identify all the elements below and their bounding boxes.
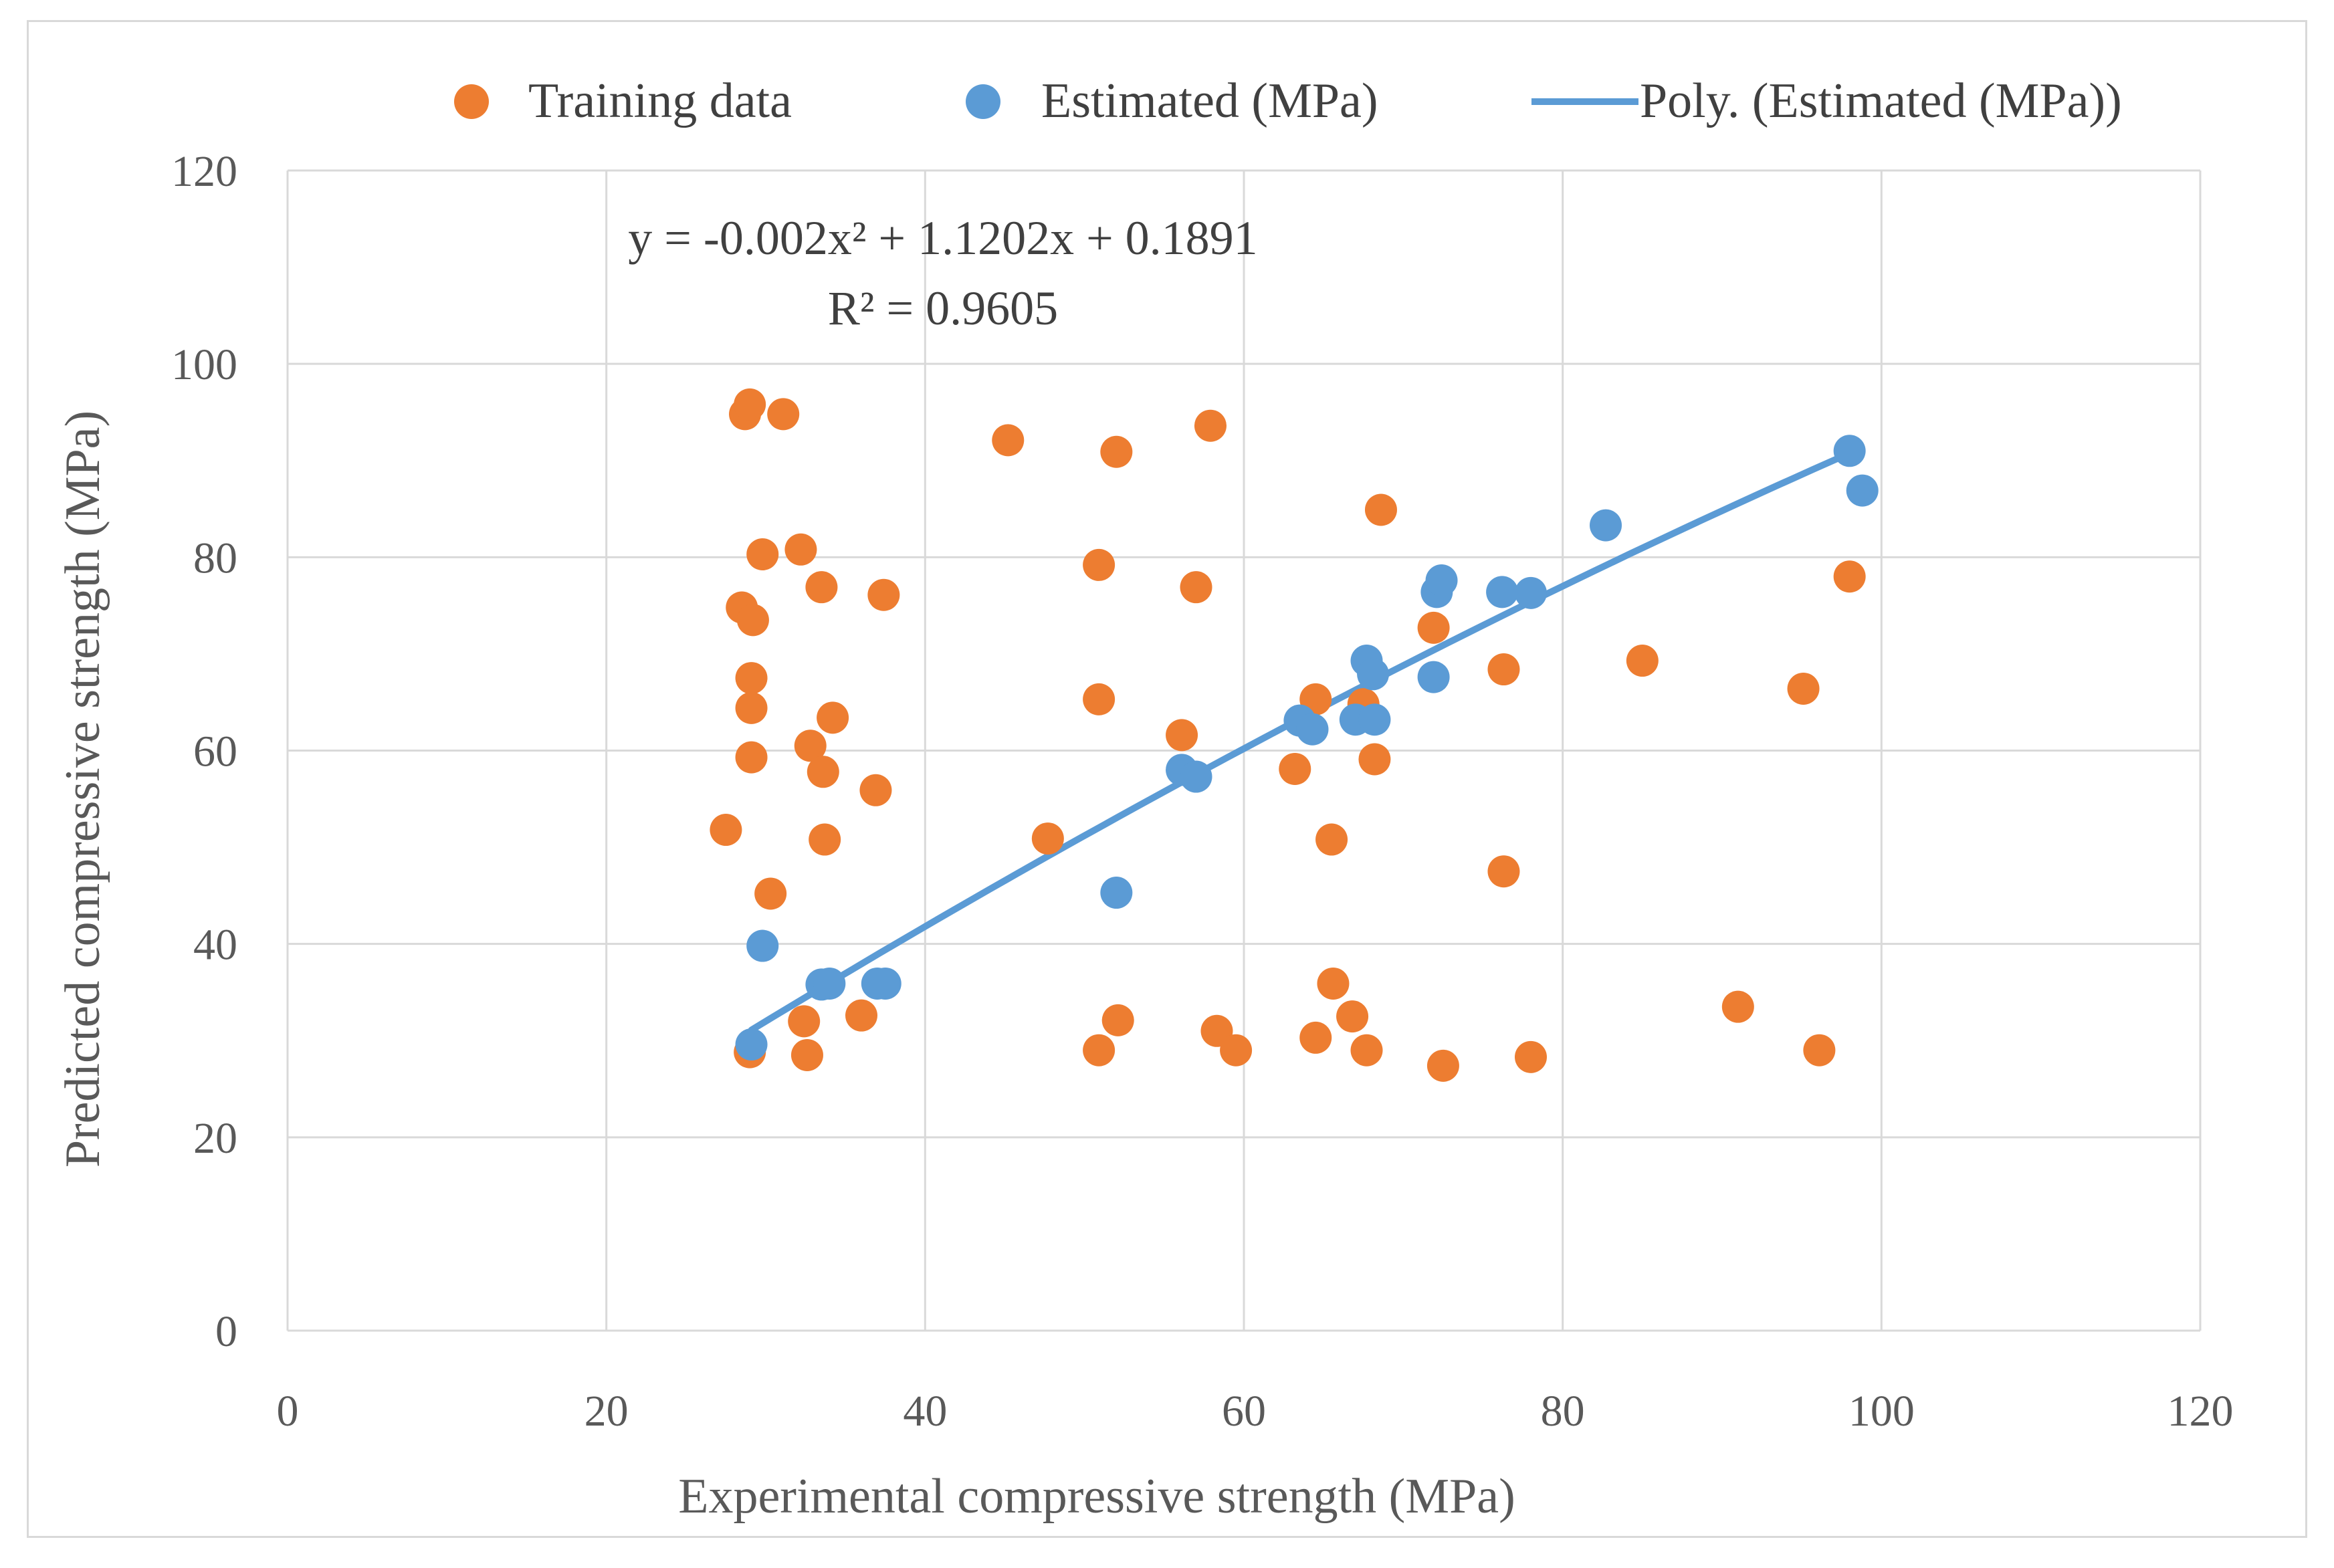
training-point xyxy=(1350,1034,1383,1067)
y-tick-label: 0 xyxy=(215,1307,237,1356)
training-point xyxy=(735,691,768,724)
training-point xyxy=(1417,611,1450,644)
estimated-point xyxy=(869,967,901,1000)
x-tick-labels: 0 20 40 60 80 100 120 xyxy=(277,1387,2234,1436)
training-point xyxy=(1083,1034,1116,1067)
training-point xyxy=(867,578,900,611)
training-point xyxy=(809,823,841,856)
y-tick-label: 80 xyxy=(193,534,237,582)
x-tick-label: 60 xyxy=(1222,1387,1266,1436)
training-point xyxy=(1166,719,1198,752)
training-point xyxy=(1299,1021,1332,1054)
legend-marker-training xyxy=(454,84,489,119)
trendline-r-squared: R² = 0.9605 xyxy=(828,282,1058,335)
training-point xyxy=(1336,1000,1369,1033)
estimated-point xyxy=(1180,760,1212,793)
training-point xyxy=(992,424,1025,457)
training-point xyxy=(1315,823,1348,856)
estimated-point xyxy=(1357,658,1390,691)
chart-frame xyxy=(27,20,2307,1538)
training-point xyxy=(794,730,827,762)
training-point xyxy=(767,398,800,431)
training-point xyxy=(735,741,768,774)
x-axis-title: Experimental compressive strength (MPa) xyxy=(678,1469,1515,1524)
training-point xyxy=(1626,645,1659,677)
y-tick-label: 40 xyxy=(193,921,237,970)
training-point xyxy=(1194,409,1227,442)
legend-item-trendline[interactable]: Poly. (Estimated (MPa)) xyxy=(1531,74,2122,128)
y-tick-label: 100 xyxy=(171,340,237,389)
y-axis-title: Predicted compressive strength (MPa) xyxy=(56,411,110,1167)
estimated-point xyxy=(1358,703,1391,736)
training-point xyxy=(734,388,766,421)
training-point xyxy=(845,999,877,1032)
training-point xyxy=(1083,548,1116,581)
legend-label-training: Training data xyxy=(528,74,792,128)
training-point xyxy=(1803,1034,1836,1067)
data-points xyxy=(710,388,1879,1082)
training-point xyxy=(1833,560,1866,593)
training-point xyxy=(1031,822,1064,855)
x-tick-label: 20 xyxy=(585,1387,629,1436)
training-point xyxy=(1317,967,1350,1000)
estimated-point xyxy=(1833,435,1866,467)
training-point xyxy=(790,1038,823,1071)
training-point xyxy=(1787,672,1820,705)
training-point xyxy=(807,756,839,788)
y-tick-label: 20 xyxy=(193,1114,237,1163)
estimated-point xyxy=(813,967,846,1000)
training-point xyxy=(1426,1049,1459,1082)
training-point xyxy=(1721,990,1754,1023)
training-point xyxy=(1220,1034,1253,1067)
training-point xyxy=(1358,743,1391,776)
training-point xyxy=(805,571,838,604)
estimated-point xyxy=(735,1028,768,1061)
training-point xyxy=(736,604,769,637)
gridlines xyxy=(286,169,2202,1332)
x-tick-label: 80 xyxy=(1541,1387,1585,1436)
training-point xyxy=(1180,571,1212,604)
training-point xyxy=(746,538,779,570)
legend-label-estimated: Estimated (MPa) xyxy=(1041,74,1378,128)
x-tick-label: 100 xyxy=(1848,1387,1915,1436)
estimated-point xyxy=(1486,576,1519,608)
estimated-point xyxy=(746,929,779,962)
legend-label-trendline: Poly. (Estimated (MPa)) xyxy=(1640,74,2122,128)
training-point xyxy=(784,533,817,566)
training-point xyxy=(788,1005,821,1038)
y-tick-label: 60 xyxy=(193,727,237,776)
estimated-point xyxy=(1425,564,1458,597)
estimated-point xyxy=(1417,661,1450,693)
estimated-point xyxy=(1296,713,1329,746)
legend-item-training[interactable]: Training data xyxy=(454,74,792,128)
trendline-equation: y = -0.002x² + 1.1202x + 0.1891 xyxy=(628,211,1257,265)
training-point xyxy=(1083,683,1116,715)
training-point xyxy=(1487,653,1520,686)
training-point xyxy=(1279,752,1311,785)
x-tick-label: 0 xyxy=(277,1387,299,1436)
estimated-point xyxy=(1100,877,1133,909)
training-point xyxy=(754,877,787,910)
x-tick-label: 40 xyxy=(903,1387,947,1436)
legend: Training data Estimated (MPa) Poly. (Est… xyxy=(454,74,2122,128)
training-point xyxy=(817,701,849,734)
estimated-point xyxy=(1590,509,1622,542)
y-tick-labels: 0 20 40 60 80 100 120 xyxy=(171,147,237,1356)
training-point xyxy=(859,774,892,806)
training-point xyxy=(1487,855,1520,888)
training-point xyxy=(1364,493,1397,526)
legend-marker-estimated xyxy=(966,84,1000,119)
training-point xyxy=(1101,1004,1134,1036)
estimated-point xyxy=(1846,474,1879,507)
training-point xyxy=(1100,435,1133,468)
y-tick-label: 120 xyxy=(171,147,237,196)
training-point xyxy=(1515,1040,1547,1073)
estimated-point xyxy=(1515,576,1547,609)
training-point xyxy=(735,662,768,695)
legend-item-estimated[interactable]: Estimated (MPa) xyxy=(966,74,1378,128)
training-point xyxy=(710,814,742,847)
x-tick-label: 120 xyxy=(2167,1387,2234,1436)
